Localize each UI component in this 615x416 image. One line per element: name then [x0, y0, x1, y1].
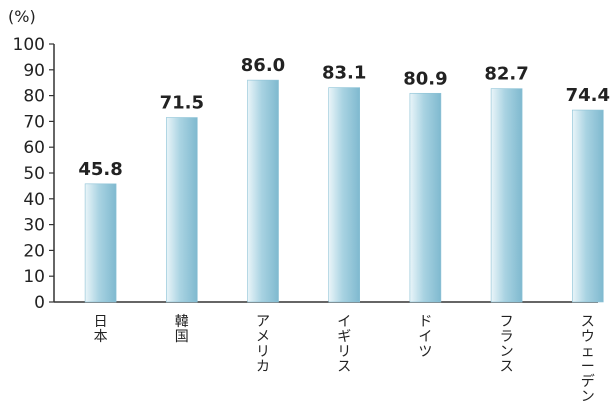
y-tick-label: 80 — [23, 87, 45, 107]
y-tick-label: 50 — [23, 164, 45, 184]
y-tick-label: 60 — [23, 138, 45, 158]
x-category-label: ドイツ — [418, 314, 432, 360]
bar — [166, 117, 198, 303]
bar — [84, 183, 117, 303]
x-category-label: スウェーデン — [581, 314, 595, 405]
y-axis-unit-label: (%) — [8, 7, 36, 26]
y-tick-label: 20 — [23, 241, 45, 261]
y-axis: 0 10 20 30 40 50 60 70 80 90 100 — [13, 35, 598, 313]
bar-value-label: 74.4 — [566, 85, 610, 106]
bar-value-label: 82.7 — [484, 64, 528, 85]
bars — [84, 79, 604, 303]
y-tick-label: 0 — [34, 293, 45, 313]
bar — [571, 109, 604, 303]
y-tick-label: 100 — [13, 35, 45, 55]
bar — [247, 79, 279, 303]
x-category-label: フランス — [500, 314, 514, 375]
category-labels: 日本 韓国 アメリカ イギリス ドイツ フランス スウェーデン — [94, 314, 595, 405]
bar — [490, 88, 523, 303]
y-tick-label: 90 — [23, 61, 45, 81]
bar-value-label: 71.5 — [160, 93, 204, 114]
y-tick-label: 30 — [23, 216, 45, 236]
value-labels: 45.8 71.5 86.0 83.1 80.9 82.7 74.4 — [78, 55, 610, 180]
y-tick-label: 70 — [23, 112, 45, 132]
bar — [328, 87, 361, 303]
bar-value-label: 45.8 — [78, 159, 122, 180]
y-tick-label: 10 — [23, 267, 45, 287]
x-category-label: 韓国 — [175, 314, 189, 345]
x-category-label: イギリス — [337, 314, 351, 375]
bar-value-label: 80.9 — [403, 68, 447, 89]
bar-value-label: 86.0 — [241, 55, 285, 76]
x-category-label: アメリカ — [256, 314, 270, 375]
bar-value-label: 83.1 — [322, 63, 366, 84]
bar — [409, 92, 442, 303]
y-tick-label: 40 — [23, 190, 45, 210]
x-category-label: 日本 — [94, 314, 108, 345]
